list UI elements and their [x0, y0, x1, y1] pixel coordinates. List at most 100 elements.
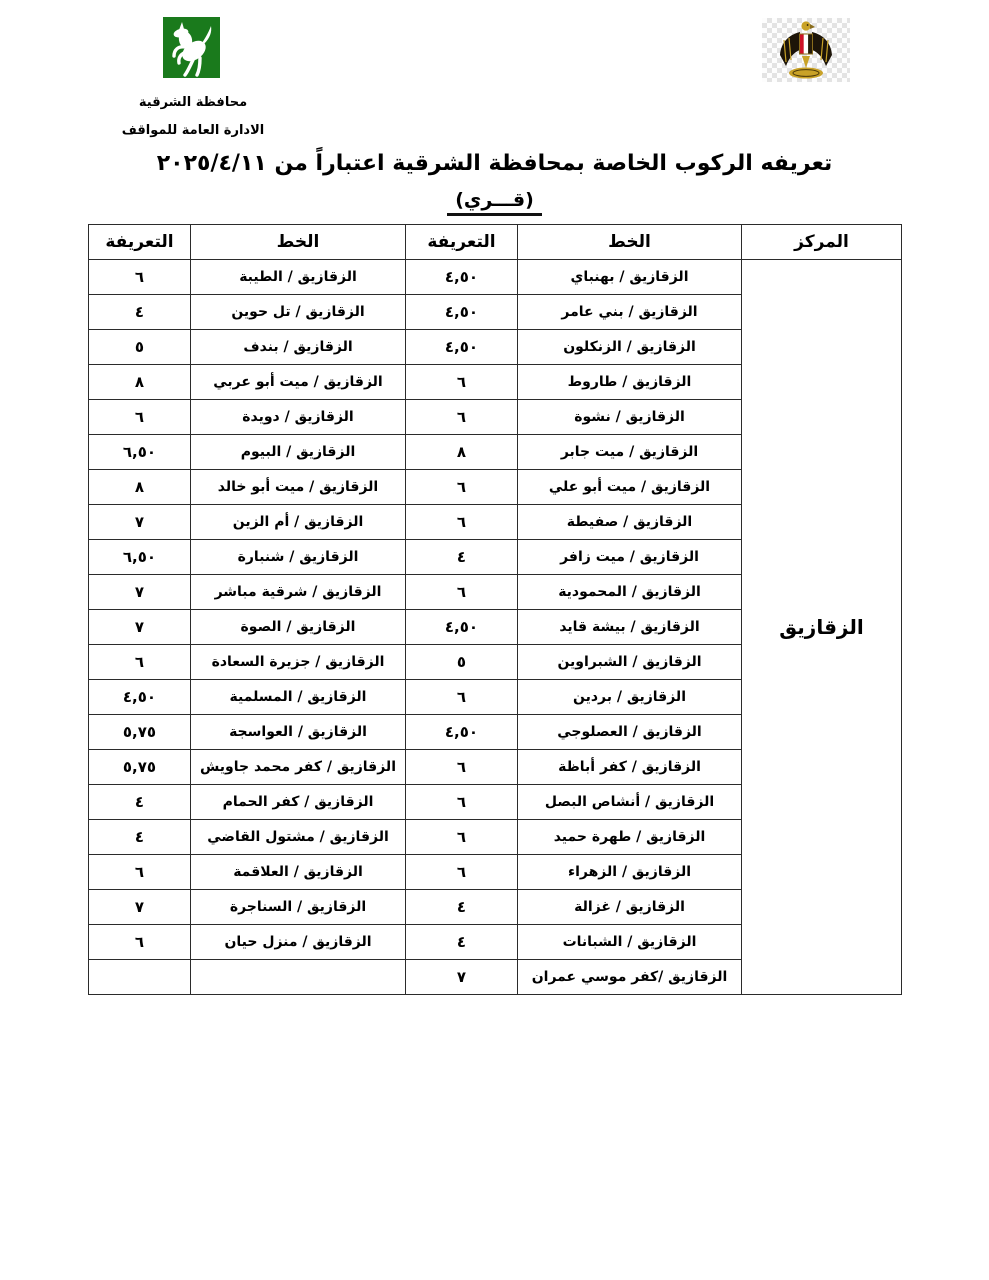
- col-header-center: المركز: [741, 224, 902, 260]
- line-cell: الزقازيق /كفر موسي عمران: [517, 959, 742, 995]
- line-cell: الزقازيق / دويدة: [190, 399, 406, 435]
- tariff-cell: ٥: [405, 644, 518, 680]
- table-row: الزقازيق / أنشاص البصل ٦ الزقازيق / كفر …: [88, 784, 902, 820]
- center-cell: الزقازيق: [741, 259, 902, 995]
- line-cell: الزقازيق / بهنباي: [517, 259, 742, 295]
- line-cell: الزقازيق / ميت زافر: [517, 539, 742, 575]
- table-row: الزقازيق / بني عامر ٤,٥٠ الزقازيق / تل ح…: [88, 294, 902, 330]
- table-row: الزقازيق / الزنكلون ٤,٥٠ الزقازيق / بندف…: [88, 329, 902, 365]
- line-cell: الزقازيق / الزهراء: [517, 854, 742, 890]
- line-cell: الزقازيق / المحمودية: [517, 574, 742, 610]
- tariff-cell: ٦: [405, 469, 518, 505]
- line-cell: الزقازيق / السناجرة: [190, 889, 406, 925]
- line-cell: الزقازيق / الزنكلون: [517, 329, 742, 365]
- line-cell: الزقازيق / الشبانات: [517, 924, 742, 960]
- line-cell: الزقازيق / شنبارة: [190, 539, 406, 575]
- table-row: الزقازيق الزقازيق / بهنباي ٤,٥٠ الزقازيق…: [88, 259, 902, 995]
- tariff-cell: ٦: [405, 364, 518, 400]
- line-cell: الزقازيق / منزل حيان: [190, 924, 406, 960]
- tariff-cell: ٧: [88, 609, 191, 645]
- tariff-cell: ٤: [405, 924, 518, 960]
- org-block: محافظة الشرقية الادارة العامة للمواقف: [103, 94, 283, 139]
- line-cell: الزقازيق / تل حوين: [190, 294, 406, 330]
- tariff-cell: ٦: [405, 854, 518, 890]
- line-cell: الزقازيق / الشبراوين: [517, 644, 742, 680]
- tariff-cell: ٦: [88, 854, 191, 890]
- line-cell: الزقازيق / البيوم: [190, 434, 406, 470]
- tariff-cell: ٤: [88, 819, 191, 855]
- tariff-cell: ٧: [88, 574, 191, 610]
- tariff-cell: ٦: [405, 679, 518, 715]
- fare-table: المركز الخط التعريفة الخط التعريفة الزقا…: [88, 224, 902, 995]
- line-cell: الزقازيق / غزالة: [517, 889, 742, 925]
- table-row: الزقازيق / الزهراء ٦ الزقازيق / العلاقمة…: [88, 854, 902, 890]
- document-title: تعريفه الركوب الخاصة بمحافظة الشرقية اعت…: [156, 151, 833, 176]
- table-row: الزقازيق / بردين ٦ الزقازيق / المسلمية ٤…: [88, 679, 902, 715]
- tariff-cell: ٦: [405, 504, 518, 540]
- tariff-cell: ٨: [88, 469, 191, 505]
- tariff-cell: ٥,٧٥: [88, 749, 191, 785]
- org-name: محافظة الشرقية: [138, 95, 248, 110]
- line-cell: الزقازيق / شرقية مباشر: [190, 574, 406, 610]
- line-cell: الزقازيق / كفر الحمام: [190, 784, 406, 820]
- tariff-cell: ٨: [405, 434, 518, 470]
- line-cell: الزقازيق / ميت أبو علي: [517, 469, 742, 505]
- tariff-cell: ٧: [88, 889, 191, 925]
- line-cell: الزقازيق / بندف: [190, 329, 406, 365]
- table-row: الزقازيق / ميت زافر ٤ الزقازيق / شنبارة …: [88, 539, 902, 575]
- table-row: الزقازيق / غزالة ٤ الزقازيق / السناجرة ٧: [88, 889, 902, 925]
- line-cell: الزقازيق / طهرة حميد: [517, 819, 742, 855]
- tariff-cell: ٧: [405, 959, 518, 995]
- table-row: الزقازيق / بيشة قايد ٤,٥٠ الزقازيق / الص…: [88, 609, 902, 645]
- line-cell: الزقازيق / بردين: [517, 679, 742, 715]
- eagle-icon: [780, 21, 832, 79]
- tariff-cell: ٨: [88, 364, 191, 400]
- tariff-cell: ٤,٥٠: [88, 679, 191, 715]
- tariff-cell: ٦: [405, 784, 518, 820]
- tariff-cell: ٦: [405, 749, 518, 785]
- line-cell: الزقازيق / ميت أبو خالد: [190, 469, 406, 505]
- table-row: الزقازيق /كفر موسي عمران ٧: [88, 959, 902, 995]
- tariff-cell: ٥,٧٥: [88, 714, 191, 750]
- tariff-cell: ٤: [405, 539, 518, 575]
- table-row: الزقازيق / الشبراوين ٥ الزقازيق / جزيرة …: [88, 644, 902, 680]
- tariff-cell: ٤,٥٠: [405, 294, 518, 330]
- line-cell: الزقازيق / كفر أباظة: [517, 749, 742, 785]
- empty-cell: [190, 959, 406, 995]
- table-row: الزقازيق / طاروط ٦ الزقازيق / ميت أبو عر…: [88, 364, 902, 400]
- col-header-tariff-left: التعريفة: [88, 224, 191, 260]
- empty-cell: [88, 959, 191, 995]
- line-cell: الزقازيق / كفر محمد جاويش: [190, 749, 406, 785]
- table-row: الزقازيق / المحمودية ٦ الزقازيق / شرقية …: [88, 574, 902, 610]
- tariff-cell: ٤,٥٠: [405, 259, 518, 295]
- tariff-cell: ٦,٥٠: [88, 434, 191, 470]
- tariff-cell: ٦: [405, 574, 518, 610]
- table-row: الزقازيق / العصلوجي ٤,٥٠ الزقازيق / العو…: [88, 714, 902, 750]
- col-header-tariff-right: التعريفة: [405, 224, 518, 260]
- tariff-cell: ٧: [88, 504, 191, 540]
- tariff-cell: ٥: [88, 329, 191, 365]
- tariff-cell: ٦: [88, 924, 191, 960]
- line-cell: الزقازيق / المسلمية: [190, 679, 406, 715]
- line-cell: الزقازيق / جزيرة السعادة: [190, 644, 406, 680]
- egypt-coat-of-arms: [762, 18, 850, 82]
- tariff-cell: ٦: [88, 259, 191, 295]
- tariff-cell: ٤,٥٠: [405, 714, 518, 750]
- tariff-cell: ٦: [405, 819, 518, 855]
- line-cell: الزقازيق / بيشة قايد: [517, 609, 742, 645]
- tariff-cell: ٤: [88, 784, 191, 820]
- line-cell: الزقازيق / العلاقمة: [190, 854, 406, 890]
- tariff-cell: ٦: [405, 399, 518, 435]
- line-cell: الزقازيق / العصلوجي: [517, 714, 742, 750]
- table-row: الزقازيق / ميت جابر ٨ الزقازيق / البيوم …: [88, 434, 902, 470]
- tariff-cell: ٤: [88, 294, 191, 330]
- line-cell: الزقازيق / العواسجة: [190, 714, 406, 750]
- horse-icon: [172, 22, 212, 77]
- line-cell: الزقازيق / أنشاص البصل: [517, 784, 742, 820]
- line-cell: الزقازيق / مشتول القاضي: [190, 819, 406, 855]
- document-subtitle: (قـــري): [447, 189, 542, 216]
- col-header-line-left: الخط: [190, 224, 406, 260]
- tariff-cell: ٦: [88, 399, 191, 435]
- line-cell: الزقازيق / ميت أبو عربي: [190, 364, 406, 400]
